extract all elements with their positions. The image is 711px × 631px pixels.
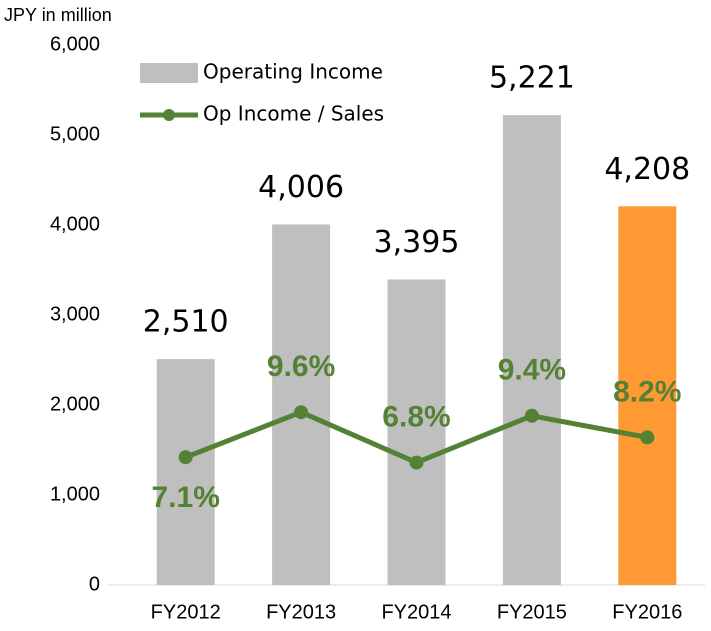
x-tick-label: FY2012 xyxy=(151,601,221,623)
bar-value-label: 4,208 xyxy=(604,152,690,187)
bar-value-label: 3,395 xyxy=(374,225,460,260)
y-axis-label: JPY in million xyxy=(4,5,112,25)
y-tick-label: 0 xyxy=(89,573,100,595)
bar xyxy=(156,359,215,585)
line-value-label: 9.4% xyxy=(498,354,566,387)
legend-swatch-dot xyxy=(163,109,175,121)
y-tick-label: 4,000 xyxy=(50,213,100,235)
bar xyxy=(387,279,446,585)
line-point xyxy=(409,455,424,470)
legend-label: Op Income / Sales xyxy=(203,102,384,126)
y-tick-label: 2,000 xyxy=(50,393,100,415)
bar-value-label: 4,006 xyxy=(258,170,344,205)
y-tick-label: 6,000 xyxy=(50,33,100,55)
bar xyxy=(272,224,331,585)
line-value-label: 8.2% xyxy=(613,375,681,408)
line-point xyxy=(640,430,655,445)
bar xyxy=(502,115,561,586)
legend-swatch xyxy=(140,63,198,83)
line-value-label: 9.6% xyxy=(267,350,335,383)
y-tick-label: 3,000 xyxy=(50,303,100,325)
legend-label: Operating Income xyxy=(203,60,383,84)
line-value-label: 6.8% xyxy=(382,401,450,434)
bar-value-label: 5,221 xyxy=(489,61,575,96)
bar xyxy=(618,206,677,585)
line-point xyxy=(294,405,309,420)
y-tick-label: 1,000 xyxy=(50,483,100,505)
line-point xyxy=(178,450,193,465)
bar-value-label: 2,510 xyxy=(143,305,229,340)
x-tick-label: FY2014 xyxy=(381,601,451,623)
line-value-label: 7.1% xyxy=(152,481,220,514)
line-point xyxy=(524,408,539,423)
y-tick-label: 5,000 xyxy=(50,123,100,145)
x-tick-label: FY2016 xyxy=(612,601,682,623)
x-tick-label: FY2015 xyxy=(497,601,567,623)
x-tick-label: FY2013 xyxy=(266,601,336,623)
